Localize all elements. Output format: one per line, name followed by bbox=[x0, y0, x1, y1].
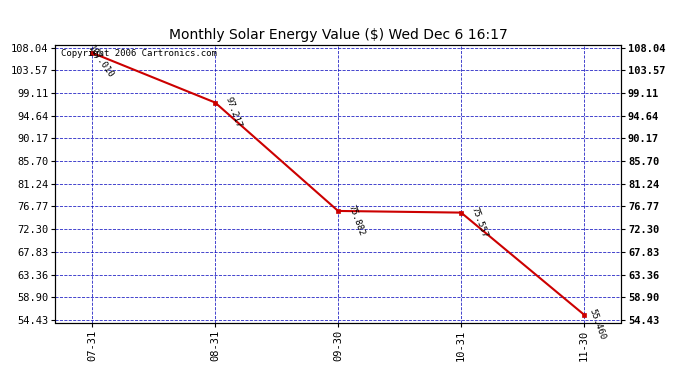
Text: 107.010: 107.010 bbox=[86, 44, 115, 80]
Text: 75.882: 75.882 bbox=[346, 204, 366, 237]
Text: 55.460: 55.460 bbox=[588, 308, 607, 341]
Text: 97.217: 97.217 bbox=[224, 95, 243, 129]
Title: Monthly Solar Energy Value ($) Wed Dec 6 16:17: Monthly Solar Energy Value ($) Wed Dec 6… bbox=[169, 28, 507, 42]
Text: 75.557: 75.557 bbox=[470, 206, 489, 239]
Text: Copyright 2006 Cartronics.com: Copyright 2006 Cartronics.com bbox=[61, 49, 217, 58]
